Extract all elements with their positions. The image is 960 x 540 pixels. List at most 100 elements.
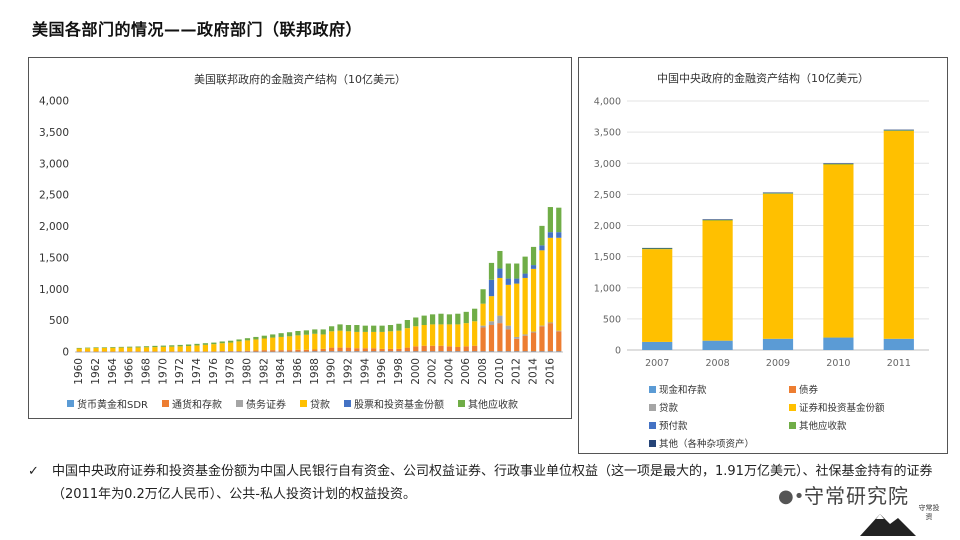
bar-segment	[505, 351, 511, 352]
bar-segment	[522, 351, 528, 352]
bar-segment	[762, 193, 794, 194]
bar-segment	[539, 351, 545, 352]
bar-segment	[211, 342, 217, 345]
bar-segment	[253, 351, 259, 353]
bar-segment	[194, 343, 200, 346]
bar-segment	[303, 334, 309, 350]
footnote: ✓ 中国中央政府证券和投资基金份额为中国人民银行自有资金、公司权益证券、行政事业…	[28, 460, 933, 506]
bar-segment	[101, 347, 108, 348]
bar-segment	[522, 256, 528, 274]
bar-segment	[118, 346, 124, 348]
bar-segment	[152, 347, 158, 352]
bar-segment	[371, 348, 377, 352]
bar-segment	[337, 330, 343, 348]
bar-segment	[135, 347, 141, 352]
x-tick-label: 1966	[124, 358, 136, 385]
bar-segment	[547, 322, 553, 324]
us-chart-panel: 美国联邦政府的金融资产结构（10亿美元） 0 500 1,000 1,500 2,000…	[28, 57, 572, 419]
legend-label: 贷款	[310, 400, 330, 411]
x-tick-label: 1970	[157, 358, 169, 385]
bar-segment	[177, 344, 183, 347]
legend-item: 债务证券	[236, 396, 286, 411]
bar-segment	[497, 315, 503, 324]
bar-segment	[421, 345, 427, 352]
legend-label: 其他应收款	[468, 400, 518, 411]
bar-segment	[371, 331, 377, 349]
bar-segment	[522, 334, 528, 336]
y-tick-label: 2,500	[39, 190, 69, 202]
bar-segment	[455, 313, 461, 325]
bar-segment	[93, 347, 99, 348]
x-tick-label: 2010	[826, 358, 850, 369]
bar-segment	[514, 283, 520, 337]
bar-segment	[295, 335, 301, 350]
x-tick-label: 1988	[309, 358, 321, 385]
bar-segment	[530, 331, 537, 333]
bar-segment	[547, 237, 553, 323]
bar-segment	[455, 351, 461, 352]
bar-segment	[118, 347, 124, 352]
bar-segment	[236, 351, 242, 353]
us-chart-svg: 0 500 1,000 1,500 2,000 2,500 3,000 3,500 4,000 1…	[39, 96, 563, 385]
bar-segment	[429, 314, 436, 325]
bar-segment	[160, 346, 166, 352]
bar-segment	[413, 326, 419, 347]
legend-label: 其他应收款	[799, 421, 847, 432]
bar-segment	[177, 351, 183, 353]
bar-segment	[488, 262, 495, 280]
bar-segment	[539, 245, 545, 251]
bar-segment	[211, 344, 217, 352]
bar-segment	[135, 351, 141, 352]
legend-item: 证券和投资基金份额	[789, 398, 921, 416]
bar-segment	[85, 351, 91, 353]
bar-segment	[463, 311, 469, 324]
bar-segment	[488, 325, 495, 352]
bar-segment	[295, 349, 301, 352]
bar-segment	[522, 335, 528, 352]
bar-segment	[152, 345, 158, 348]
bar-segment	[421, 351, 427, 352]
bar-segment	[522, 277, 528, 335]
legend-item: 其他应收款	[789, 416, 921, 434]
bar-segment	[93, 351, 99, 353]
legend-swatch	[344, 400, 351, 407]
wechat-icon: ●•	[778, 486, 805, 507]
x-tick-label: 2008	[706, 358, 730, 369]
bar-segment	[202, 343, 209, 345]
bar-segment	[883, 130, 914, 131]
bar-segment	[556, 330, 562, 332]
y-tick-label: 1,500	[39, 252, 69, 264]
legend-swatch	[789, 385, 796, 393]
bar-segment	[480, 327, 486, 352]
bar-segment	[387, 325, 394, 332]
bar-segment	[362, 325, 368, 332]
legend-label: 现金和存款	[659, 385, 707, 396]
bar-segment	[337, 347, 343, 352]
bar-segment	[547, 351, 553, 352]
legend-swatch	[649, 385, 656, 393]
bar-segment	[371, 351, 377, 352]
bar-segment	[429, 345, 436, 352]
x-tick-label: 2006	[460, 358, 472, 385]
bar-segment	[362, 331, 368, 349]
legend-swatch	[649, 421, 656, 429]
bar-segment	[354, 351, 360, 352]
bar-segment	[270, 337, 276, 351]
y-tick-label: 0	[62, 347, 69, 359]
bar-segment	[278, 336, 284, 351]
legend-item: 其他应收款	[458, 396, 518, 411]
china-chart-legend: 现金和存款 债券 贷款 证券和投资基金份额 预付款 其他应收款 其他（各种杂项资产）	[649, 380, 939, 452]
x-tick-label: 1972	[174, 358, 186, 385]
bar-segment	[387, 348, 394, 352]
bar-segment	[261, 338, 267, 351]
bar-segment	[261, 335, 267, 339]
bar-segment	[522, 273, 528, 278]
bar-segment	[228, 351, 234, 353]
bar-segment	[556, 237, 562, 331]
bar-segment	[362, 351, 368, 352]
bar-segment	[101, 347, 108, 352]
bar-segment	[883, 338, 914, 350]
y-tick-label: 3,000	[39, 158, 69, 170]
bar-segment	[530, 332, 537, 352]
bar-segment	[379, 348, 385, 352]
